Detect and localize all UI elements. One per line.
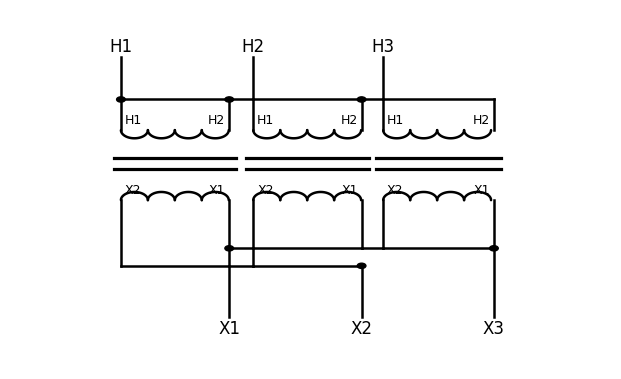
Text: H1: H1: [257, 114, 274, 127]
Text: X2: X2: [257, 184, 274, 197]
Text: H2: H2: [208, 114, 225, 127]
Text: X1: X1: [209, 184, 225, 197]
Circle shape: [357, 97, 366, 102]
Text: H3: H3: [371, 38, 394, 56]
Text: H2: H2: [473, 114, 490, 127]
Circle shape: [117, 97, 125, 102]
Circle shape: [489, 246, 498, 251]
Text: X1: X1: [474, 184, 490, 197]
Circle shape: [225, 97, 233, 102]
Text: X1: X1: [341, 184, 358, 197]
Circle shape: [357, 263, 366, 268]
Text: X2: X2: [351, 320, 373, 338]
Text: X2: X2: [125, 184, 142, 197]
Text: H2: H2: [241, 38, 265, 56]
Text: H1: H1: [387, 114, 404, 127]
Text: H1: H1: [125, 114, 142, 127]
Text: X3: X3: [483, 320, 505, 338]
Text: H1: H1: [109, 38, 132, 56]
Text: X2: X2: [387, 184, 404, 197]
Circle shape: [225, 246, 233, 251]
Text: H2: H2: [340, 114, 358, 127]
Text: X1: X1: [218, 320, 240, 338]
